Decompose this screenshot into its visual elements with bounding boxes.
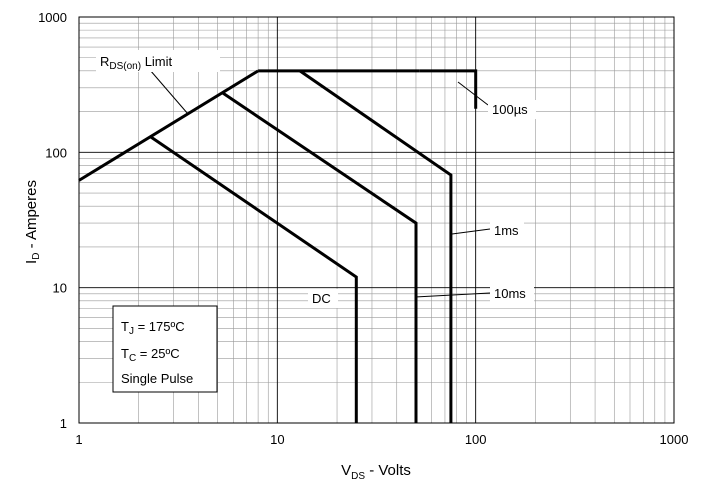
conditions-box: TJ = 175ºC TC = 25ºC Single Pulse [112,305,218,393]
y-axis-title: ID - Amperes [23,180,42,264]
leader-line [149,69,189,115]
x-tick-label: 100 [465,432,487,447]
label-1ms: 1ms [494,223,519,238]
label-100us: 100µs [492,102,528,117]
leader-line [414,292,491,298]
y-tick-label: 1000 [38,10,67,25]
series-group [78,69,478,423]
label-dc: DC [312,291,331,306]
annotations: RDS(on) Limit 100µs 1ms 10ms DC [96,50,536,308]
label-1ms-bg [490,221,524,240]
plot-frame [78,16,675,424]
tick-labels: 1 10 100 1000 1 10 100 1000 [38,10,688,447]
series-10ms [221,91,418,423]
tc-label: TC = 25ºC [121,346,180,364]
series-dc [149,135,358,423]
y-tick-label: 100 [45,145,67,160]
leader-line [451,228,491,235]
label-100us-bg [488,100,536,119]
single-pulse-label: Single Pulse [121,371,193,386]
x-axis-title: VDS - Volts [341,462,411,482]
rds-limit-label: RDS(on) Limit [100,54,173,72]
rds-label-bg [96,50,220,72]
series-rds-on-limit [78,69,259,182]
leader-line [457,81,489,106]
tj-label: TJ = 175ºC [121,319,185,337]
series-1ms [299,69,453,423]
x-tick-label: 1 [75,432,82,447]
x-tick-label: 1000 [660,432,689,447]
conditions-frame [112,305,218,393]
label-10ms: 10ms [494,286,526,301]
x-tick-label: 10 [270,432,284,447]
label-10ms-bg [490,284,534,303]
label-dc-bg [308,289,338,308]
y-tick-label: 1 [60,416,67,431]
y-tick-label: 10 [53,281,67,296]
